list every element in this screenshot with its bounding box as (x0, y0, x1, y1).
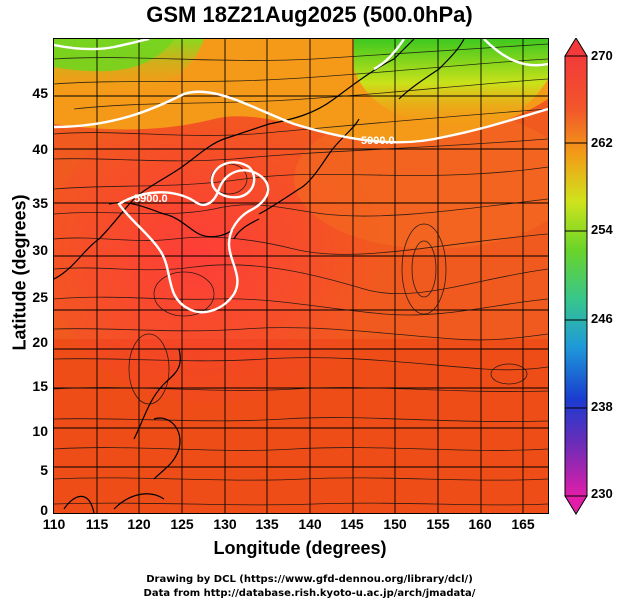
warm-core-east (294, 109, 548, 249)
north-cold-region (354, 39, 548, 127)
colorbar-tick-262: 262 (591, 135, 613, 150)
x-tick-165: 165 (511, 516, 535, 532)
x-tick-120: 120 (127, 516, 151, 532)
x-tick-145: 145 (340, 516, 364, 532)
y-tick-0: 0 (40, 502, 48, 518)
credit-data: Data from http://database.rish.kyoto-u.a… (143, 588, 476, 599)
y-tick-20: 20 (32, 334, 48, 350)
x-tick-125: 125 (170, 516, 194, 532)
x-tick-160: 160 (468, 516, 492, 532)
y-tick-35: 35 (32, 195, 48, 211)
colorbar-tick-254: 254 (591, 222, 613, 237)
x-tick-130: 130 (213, 516, 237, 532)
x-axis-title: Longitude (degrees) (213, 538, 387, 558)
credit-drawing: Drawing by DCL (https://www.gfd-dennou.o… (146, 574, 473, 585)
coastlines (54, 39, 465, 513)
map-panel: 5900.0 5900.0 (53, 38, 549, 514)
northwest-green (54, 39, 174, 72)
y-tick-40: 40 (32, 141, 48, 157)
colorbar-tick-270: 270 (591, 48, 613, 63)
graticule (54, 39, 548, 513)
x-tick-150: 150 (383, 516, 407, 532)
y-tick-30: 30 (32, 242, 48, 258)
x-tick-140: 140 (298, 516, 322, 532)
contour-label-1: 5900.0 (361, 135, 395, 147)
y-tick-25: 25 (32, 289, 48, 305)
contour-label-2: 5900.0 (134, 193, 168, 205)
colorbar-tick-246: 246 (591, 311, 613, 326)
contour-lines (54, 39, 548, 314)
y-tick-15: 15 (32, 378, 48, 394)
colorbar (564, 38, 588, 515)
y-tick-5: 5 (40, 462, 48, 478)
map-svg (54, 39, 548, 513)
colorbar-tick-230: 230 (591, 486, 613, 501)
x-tick-155: 155 (426, 516, 450, 532)
chart-title: GSM 18Z21Aug2025 (500.0hPa) (146, 2, 473, 27)
x-tick-110: 110 (42, 516, 66, 532)
x-tick-115: 115 (85, 516, 109, 532)
colorbar-tick-238: 238 (591, 399, 613, 414)
x-tick-135: 135 (255, 516, 279, 532)
wind-streamlines (54, 43, 548, 506)
y-tick-10: 10 (32, 423, 48, 439)
y-tick-45: 45 (32, 85, 48, 101)
y-axis-title: Latitude (degrees) (9, 194, 30, 351)
